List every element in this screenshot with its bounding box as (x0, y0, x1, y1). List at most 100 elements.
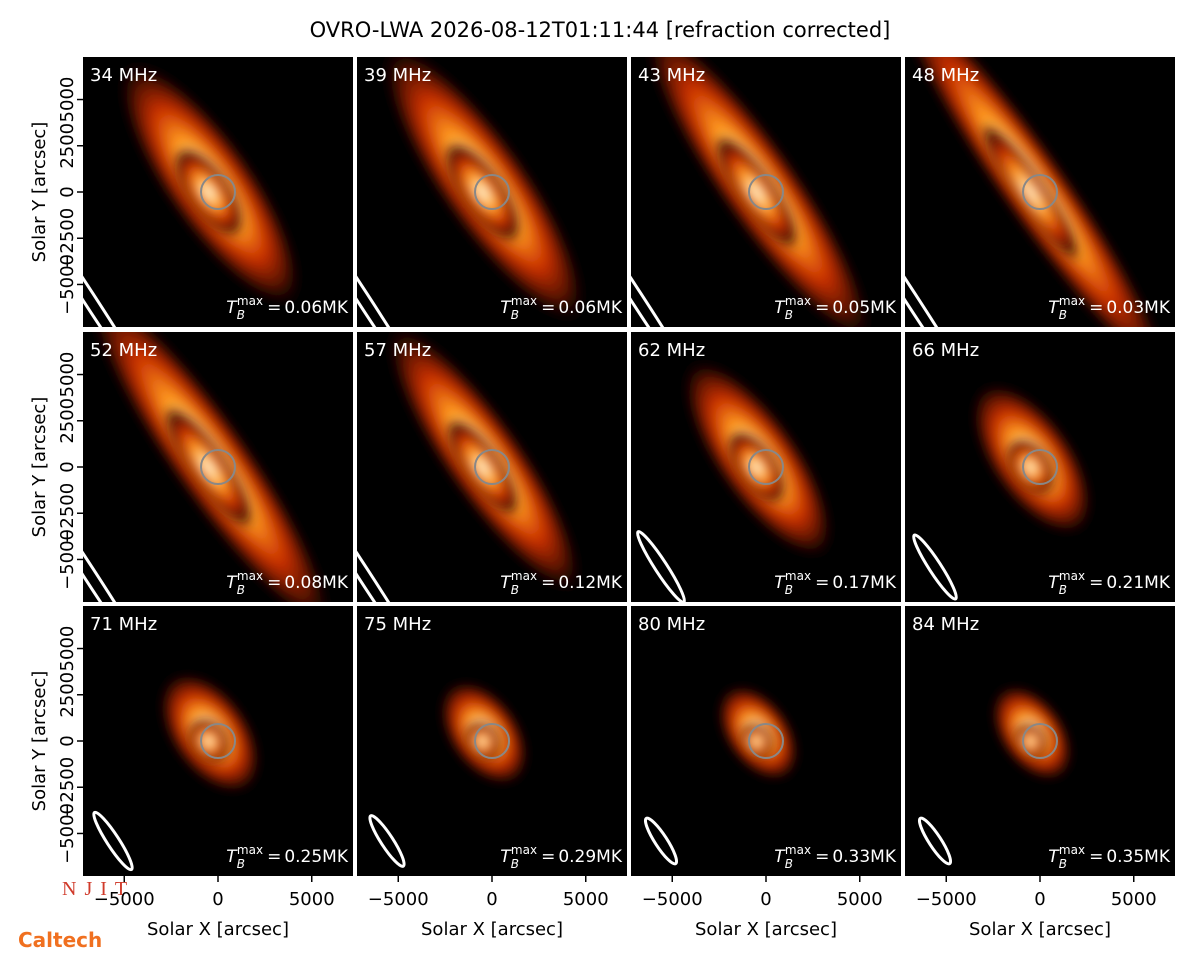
solar-disk (748, 449, 784, 485)
tb-eq: = (267, 298, 281, 318)
beam (912, 533, 958, 601)
tb-sub: B (511, 857, 519, 871)
tb-sub: B (1059, 583, 1067, 597)
tb-value: 0.33MK (832, 847, 897, 867)
tb-label: TBmax = 0.33MK (774, 843, 897, 871)
tb-label: TBmax = 0.08MK (226, 569, 349, 597)
y-tick-label: 0 (57, 186, 78, 197)
x-tick-label: 5000 (289, 889, 335, 910)
x-axis-label: Solar X [arcsec] (695, 919, 837, 940)
frequency-label: 80 MHz (638, 614, 705, 635)
tb-sup: max (785, 294, 811, 308)
x-tick-label: −5000 (916, 889, 977, 910)
y-axis-label: Solar Y [arcsec] (29, 397, 50, 538)
x-tick-label: 0 (212, 889, 223, 910)
y-tick-label: 2500 (57, 672, 78, 718)
solar-disk (474, 449, 510, 485)
tb-symbol: T (500, 573, 512, 593)
beam (83, 169, 172, 327)
tb-sub: B (511, 308, 519, 322)
tb-eq: = (267, 573, 281, 593)
tb-value: 0.21MK (1106, 573, 1171, 593)
x-tick-label: 0 (760, 889, 771, 910)
panel (905, 606, 1175, 876)
tb-sub: B (237, 857, 245, 871)
tb-sub: B (1059, 308, 1067, 322)
panel (905, 332, 1175, 602)
panel (631, 606, 901, 876)
tb-label: TBmax = 0.17MK (774, 569, 897, 597)
tb-sup: max (1059, 569, 1085, 583)
tb-symbol: T (1048, 573, 1060, 593)
frequency-label: 84 MHz (912, 614, 979, 635)
tb-sub: B (785, 308, 793, 322)
frequency-label: 75 MHz (364, 614, 431, 635)
x-tick-label: 5000 (563, 889, 609, 910)
tb-value: 0.05MK (832, 298, 897, 318)
tb-label: TBmax = 0.06MK (226, 294, 349, 322)
tb-value: 0.06MK (284, 298, 349, 318)
tb-sup: max (785, 843, 811, 857)
tb-label: TBmax = 0.29MK (500, 843, 623, 871)
tb-symbol: T (774, 573, 786, 593)
tb-eq: = (541, 298, 555, 318)
tb-sub: B (511, 583, 519, 597)
tb-eq: = (541, 847, 555, 867)
x-tick-label: −5000 (94, 889, 155, 910)
beam (92, 810, 134, 872)
radio-core (714, 135, 799, 250)
tb-value: 0.25MK (284, 847, 349, 867)
tb-symbol: T (226, 298, 238, 318)
tb-symbol: T (774, 847, 786, 867)
panel (83, 332, 353, 602)
tb-label: TBmax = 0.05MK (774, 294, 897, 322)
panel (357, 57, 627, 327)
tb-value: 0.35MK (1106, 847, 1171, 867)
y-tick-label: 0 (57, 735, 78, 746)
radio-core (726, 430, 787, 504)
frequency-label: 34 MHz (90, 65, 157, 86)
solar-disk (748, 174, 784, 210)
tb-symbol: T (1048, 847, 1060, 867)
x-axis-label: Solar X [arcsec] (421, 919, 563, 940)
radio-core (173, 147, 244, 238)
beam (357, 444, 446, 602)
beam (636, 530, 686, 602)
y-tick-label: −2500 (57, 483, 78, 544)
tb-sub: B (785, 857, 793, 871)
tb-sub: B (785, 583, 793, 597)
radio-core (445, 418, 520, 517)
tb-value: 0.06MK (558, 298, 623, 318)
tb-sup: max (237, 569, 263, 583)
frequency-label: 57 MHz (364, 340, 431, 361)
tb-eq: = (815, 573, 829, 593)
tb-sup: max (785, 569, 811, 583)
tb-label: TBmax = 0.06MK (500, 294, 623, 322)
solar-disk (1022, 174, 1058, 210)
frequency-label: 71 MHz (90, 614, 157, 635)
tb-sup: max (237, 843, 263, 857)
radio-core (443, 141, 522, 243)
beam (631, 169, 720, 327)
radio-core (1005, 438, 1056, 496)
y-tick-label: 5000 (57, 77, 78, 123)
beam (83, 444, 172, 602)
panel (83, 57, 353, 327)
beam (357, 169, 446, 327)
y-tick-label: −5000 (57, 529, 78, 590)
radio-core (163, 406, 254, 529)
x-axis-label: Solar X [arcsec] (969, 919, 1111, 940)
x-tick-label: −5000 (368, 889, 429, 910)
tb-value: 0.29MK (558, 847, 623, 867)
y-tick-label: −5000 (57, 254, 78, 315)
radio-core (739, 722, 774, 760)
tb-symbol: T (774, 298, 786, 318)
tb-sup: max (511, 843, 537, 857)
tb-sup: max (1059, 294, 1085, 308)
tb-symbol: T (500, 298, 512, 318)
frequency-label: 66 MHz (912, 340, 979, 361)
x-tick-label: 0 (1034, 889, 1045, 910)
tb-value: 0.17MK (832, 573, 897, 593)
frequency-label: 43 MHz (638, 65, 705, 86)
